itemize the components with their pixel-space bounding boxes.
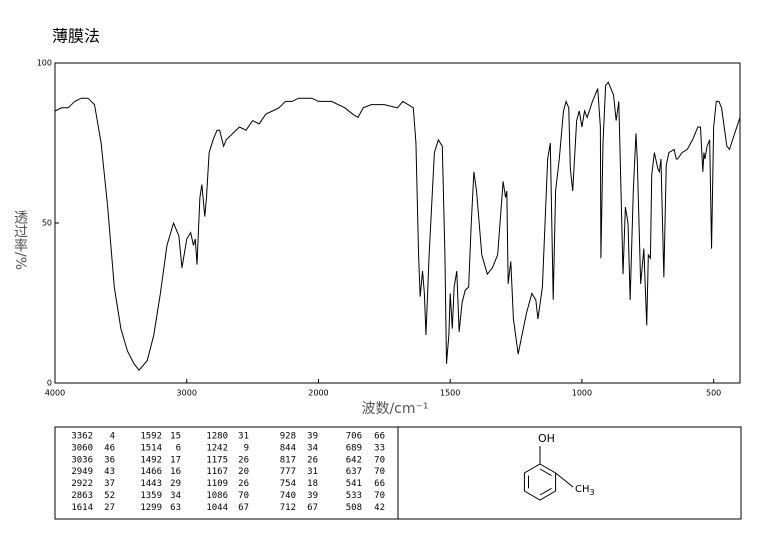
- peak-wavenumber: 1592: [140, 432, 162, 442]
- peak-wavenumber: 1167: [206, 467, 228, 477]
- peak-wavenumber: 1109: [206, 479, 228, 489]
- peak-transmittance: 16: [170, 467, 181, 477]
- peak-transmittance: 15: [170, 432, 181, 442]
- peak-transmittance: 4: [110, 432, 115, 442]
- peak-wavenumber: 777: [280, 467, 296, 477]
- peak-transmittance: 39: [307, 432, 318, 442]
- peak-wavenumber: 2949: [71, 467, 93, 477]
- peak-wavenumber: 508: [346, 503, 362, 513]
- peak-transmittance: 29: [170, 479, 181, 489]
- peak-transmittance: 67: [307, 503, 318, 513]
- peak-transmittance: 70: [374, 491, 385, 501]
- peak-wavenumber: 1514: [140, 443, 162, 453]
- peak-wavenumber: 754: [280, 479, 296, 489]
- peak-transmittance: 9: [244, 443, 249, 453]
- structure-label-sub: 3: [590, 488, 595, 497]
- peak-wavenumber: 1443: [140, 479, 162, 489]
- peak-wavenumber: 1359: [140, 491, 162, 501]
- structure-label: CH3: [575, 484, 595, 497]
- chart-title: 薄膜法: [52, 27, 100, 46]
- plot-frame: [54, 62, 741, 384]
- peak-transmittance: 26: [238, 479, 249, 489]
- peak-transmittance: 31: [238, 432, 249, 442]
- peak-wavenumber: 928: [280, 432, 296, 442]
- y-axis-label: 透过率/%: [12, 210, 28, 270]
- x-tick-label: 1000: [572, 389, 592, 398]
- peak-wavenumber: 3036: [71, 455, 93, 465]
- peak-transmittance: 26: [238, 455, 249, 465]
- peak-transmittance: 27: [104, 503, 115, 513]
- peak-wavenumber: 1242: [206, 443, 228, 453]
- peak-transmittance: 70: [238, 491, 249, 501]
- y-tick-label: 100: [37, 59, 52, 68]
- peak-wavenumber: 1280: [206, 432, 228, 442]
- peak-transmittance: 63: [170, 503, 181, 513]
- peak-transmittance: 6: [176, 443, 181, 453]
- y-tick-label: 0: [47, 379, 52, 388]
- peak-transmittance: 31: [307, 467, 318, 477]
- spectrum-line: [54, 81, 741, 371]
- x-tick-label: 500: [706, 389, 721, 398]
- peak-transmittance: 43: [104, 467, 115, 477]
- x-tick-label: 1500: [440, 389, 460, 398]
- peak-transmittance: 34: [170, 491, 181, 501]
- peak-wavenumber: 1614: [71, 503, 93, 513]
- peak-transmittance: 42: [374, 503, 385, 513]
- x-tick-label: 3000: [177, 389, 197, 398]
- peak-wavenumber: 712: [280, 503, 296, 513]
- peak-wavenumber: 2922: [71, 479, 93, 489]
- peak-wavenumber: 1492: [140, 455, 162, 465]
- peak-transmittance: 70: [374, 455, 385, 465]
- peak-wavenumber: 817: [280, 455, 296, 465]
- peak-transmittance: 37: [104, 479, 115, 489]
- y-tick-label: 50: [42, 219, 52, 228]
- structure-ring: [523, 446, 574, 501]
- peak-transmittance: 46: [104, 443, 115, 453]
- peak-wavenumber: 1086: [206, 491, 228, 501]
- peak-transmittance: 34: [307, 443, 318, 453]
- peak-transmittance: 70: [374, 467, 385, 477]
- structure-label: OH: [538, 432, 555, 445]
- peak-wavenumber: 541: [346, 479, 362, 489]
- peak-transmittance: 66: [374, 479, 385, 489]
- peak-wavenumber: 1299: [140, 503, 162, 513]
- peak-wavenumber: 689: [346, 443, 362, 453]
- peak-wavenumber: 642: [346, 455, 362, 465]
- peak-transmittance: 17: [170, 455, 181, 465]
- peak-transmittance: 20: [238, 467, 249, 477]
- peak-wavenumber: 740: [280, 491, 296, 501]
- x-axis-label: 波数/cm⁻¹: [361, 401, 428, 417]
- peak-transmittance: 66: [374, 432, 385, 442]
- peak-transmittance: 18: [307, 479, 318, 489]
- x-tick-label: 4000: [45, 389, 65, 398]
- peak-wavenumber: 533: [346, 491, 362, 501]
- peak-wavenumber: 3362: [71, 432, 93, 442]
- peak-wavenumber: 844: [280, 443, 296, 453]
- peak-wavenumber: 1175: [206, 455, 228, 465]
- x-tick-label: 2000: [308, 389, 328, 398]
- structure-label-main: CH: [575, 484, 590, 495]
- peak-transmittance: 39: [307, 491, 318, 501]
- peak-wavenumber: 1044: [206, 503, 228, 513]
- peak-transmittance: 67: [238, 503, 249, 513]
- peak-transmittance: 26: [307, 455, 318, 465]
- peak-wavenumber: 2863: [71, 491, 93, 501]
- peak-wavenumber: 706: [346, 432, 362, 442]
- peak-transmittance: 52: [104, 491, 115, 501]
- peak-wavenumber: 3060: [71, 443, 93, 453]
- peak-transmittance: 33: [374, 443, 385, 453]
- peak-wavenumber: 1466: [140, 467, 162, 477]
- peak-wavenumber: 637: [346, 467, 362, 477]
- peak-transmittance: 36: [104, 455, 115, 465]
